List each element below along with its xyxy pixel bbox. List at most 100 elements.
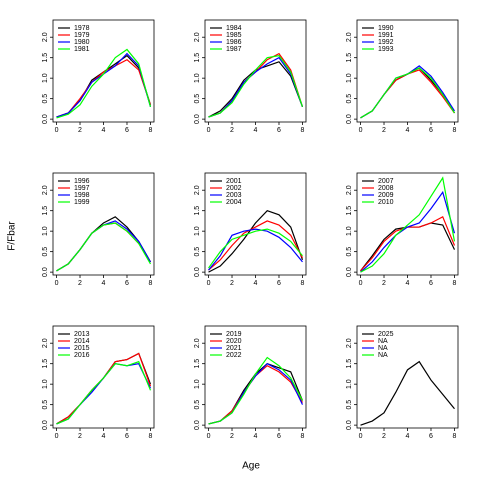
y-tick-label: 1.0	[346, 226, 353, 236]
x-tick-label: 4	[254, 127, 258, 134]
y-tick-label: 0.5	[346, 94, 353, 104]
y-tick-label: 1.0	[42, 379, 49, 389]
x-tick-label: 4	[102, 127, 106, 134]
y-tick-label: 0.0	[42, 420, 49, 430]
y-tick-label: 2.0	[42, 32, 49, 42]
y-tick-label: 2.0	[42, 185, 49, 195]
x-tick-label: 4	[406, 433, 410, 440]
y-tick-label: 0.5	[346, 400, 353, 410]
x-tick-label: 6	[125, 127, 129, 134]
legend-label: 1990	[378, 25, 394, 32]
legend-label: 2014	[74, 338, 90, 345]
x-tick-label: 2	[78, 433, 82, 440]
legend-label: NA	[378, 352, 388, 359]
x-tick-label: 0	[359, 127, 363, 134]
y-tick-label: 1.0	[346, 379, 353, 389]
y-tick-label: 2.0	[346, 185, 353, 195]
y-tick-label: 2.0	[194, 185, 201, 195]
legend-label: 2016	[74, 352, 90, 359]
legend-label: 2013	[74, 331, 90, 338]
legend-label: 1996	[74, 178, 90, 185]
y-tick-label: 0.5	[42, 247, 49, 257]
x-tick-label: 0	[55, 433, 59, 440]
legend-label: 1980	[74, 39, 90, 46]
legend-label: 2020	[226, 338, 242, 345]
y-tick-label: 1.0	[194, 379, 201, 389]
y-tick-label: 2.0	[42, 338, 49, 348]
series-line	[56, 48, 152, 119]
legend-label: 1998	[74, 192, 90, 199]
y-tick-label: 1.5	[194, 206, 201, 216]
legend-label: 1999	[74, 199, 90, 206]
x-tick-label: 8	[149, 127, 153, 134]
x-tick-label: 8	[453, 280, 457, 287]
x-tick-label: 8	[149, 280, 153, 287]
legend-label: 1984	[226, 25, 242, 32]
y-tick-label: 0.0	[194, 114, 201, 124]
x-tick-label: 0	[207, 433, 211, 440]
legend-label: 1981	[74, 46, 90, 53]
y-tick-label: 1.0	[42, 226, 49, 236]
series-line	[208, 54, 304, 118]
x-tick-label: 6	[277, 280, 281, 287]
y-tick-label: 0.0	[346, 114, 353, 124]
y-tick-label: 0.0	[42, 114, 49, 124]
legend-label: 1991	[378, 32, 394, 39]
series-line	[56, 222, 152, 272]
y-tick-label: 1.5	[346, 206, 353, 216]
x-tick-label: 2	[230, 280, 234, 287]
legend-label: NA	[378, 345, 388, 352]
x-tick-label: 0	[55, 280, 59, 287]
x-tick-label: 8	[453, 127, 457, 134]
y-tick-label: 2.0	[346, 338, 353, 348]
y-tick-label: 2.0	[194, 32, 201, 42]
y-tick-label: 1.5	[194, 53, 201, 63]
x-tick-label: 6	[429, 280, 433, 287]
x-tick-label: 2	[382, 280, 386, 287]
x-tick-label: 4	[406, 127, 410, 134]
x-tick-label: 8	[301, 127, 305, 134]
x-tick-label: 0	[359, 280, 363, 287]
x-tick-label: 2	[230, 127, 234, 134]
y-tick-label: 1.0	[194, 73, 201, 83]
x-tick-label: 2	[382, 433, 386, 440]
legend-label: 2009	[378, 192, 394, 199]
legend-label: 1978	[74, 25, 90, 32]
y-tick-label: 0.0	[346, 420, 353, 430]
x-tick-label: 0	[55, 127, 59, 134]
series-line	[360, 176, 456, 273]
x-tick-label: 0	[207, 280, 211, 287]
series-line	[360, 190, 456, 273]
legend-label: 2010	[378, 199, 394, 206]
y-tick-label: 2.0	[194, 338, 201, 348]
y-tick-label: 1.0	[346, 73, 353, 83]
x-tick-label: 4	[102, 433, 106, 440]
legend-label: 1992	[378, 39, 394, 46]
x-tick-label: 4	[406, 280, 410, 287]
legend-label: 2008	[378, 185, 394, 192]
x-tick-label: 4	[254, 280, 258, 287]
legend-label: 2019	[226, 331, 242, 338]
legend-label: 2001	[226, 178, 242, 185]
legend-label: 2002	[226, 185, 242, 192]
x-tick-label: 0	[359, 433, 363, 440]
x-tick-label: 2	[230, 433, 234, 440]
legend-label: 1986	[226, 39, 242, 46]
x-tick-label: 6	[429, 433, 433, 440]
y-tick-label: 0.5	[194, 400, 201, 410]
x-tick-label: 8	[301, 280, 305, 287]
x-tick-label: 6	[277, 433, 281, 440]
y-tick-label: 1.5	[346, 53, 353, 63]
series-line	[208, 209, 304, 273]
x-tick-label: 8	[149, 433, 153, 440]
y-tick-label: 0.5	[194, 94, 201, 104]
legend-label: 2007	[378, 178, 394, 185]
